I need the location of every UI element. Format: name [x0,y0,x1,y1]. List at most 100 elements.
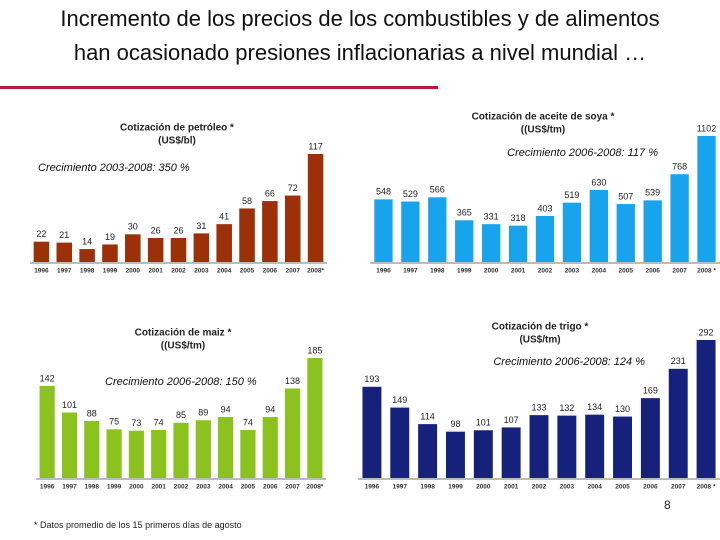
slide-title: han ocasionado presiones inflacionarias … [73,40,647,65]
value-label: 19 [105,232,115,242]
value-label: 107 [504,415,519,425]
x-tick-label: 1999 [448,484,463,491]
chart-title: Cotización de petróleo * [120,123,234,134]
bar [445,431,465,478]
chart-title: Cotización de aceite de soya * [472,112,615,123]
x-tick-label: 1998 [430,268,445,275]
bar [508,225,528,262]
bar [529,415,549,478]
value-label: 768 [672,162,687,172]
bar [173,422,189,478]
x-tick-label: 2003 [560,484,575,491]
bar [640,398,660,478]
x-tick-label: 1999 [103,268,118,275]
bar [401,201,420,262]
x-tick-label: 2001 [504,484,519,491]
x-tick-label: 1996 [376,268,391,275]
value-label: 74 [154,417,164,427]
bar [79,249,95,262]
bar [284,195,301,262]
x-tick-label: 2000 [129,484,144,491]
value-label: 185 [307,345,322,355]
value-label: 22 [36,229,46,239]
bar [616,204,635,262]
x-tick-label: 1996 [365,484,380,491]
value-label: 30 [128,222,138,232]
x-tick-label: 1998 [85,484,100,491]
bar [106,429,122,478]
bar [501,427,521,478]
value-label: 169 [643,386,658,396]
value-label: 138 [285,376,300,386]
x-tick-label: 2000 [476,484,491,491]
x-tick-label: 2006 [645,268,660,275]
chart-title: Cotización de maiz * [135,328,232,339]
x-tick-label: 2002 [174,484,189,491]
bar [668,368,688,478]
value-label: 630 [591,177,606,187]
value-label: 566 [430,185,445,195]
bar [170,238,187,262]
slide-title: Incremento de los precios de los combust… [60,6,660,31]
x-tick-label: 1999 [107,484,122,491]
bar [239,208,255,262]
x-tick-label: 2005 [615,484,630,491]
value-label: 94 [265,404,275,414]
value-label: 1102 [697,123,716,133]
x-tick-label: 2003 [196,484,211,491]
bar [643,200,662,262]
bar [84,420,100,478]
x-tick-label: 2001 [151,484,166,491]
x-tick-label: 2000 [484,268,499,275]
value-label: 89 [198,408,208,418]
x-tick-label: 2003 [565,268,580,275]
bar [696,340,716,478]
bar [670,174,689,262]
value-label: 132 [559,403,574,413]
bar [193,233,210,262]
value-label: 14 [82,236,92,246]
x-tick-label: 2006 [643,484,658,491]
bar [102,244,118,262]
bar [557,415,577,478]
x-tick-label: 1997 [57,268,72,275]
bar [125,234,141,262]
bar [262,201,278,262]
value-label: 539 [645,188,660,198]
bar [535,215,555,262]
x-tick-label: 1997 [403,268,418,275]
x-tick-label: 2008* [306,484,323,491]
bar [585,414,605,478]
bar [216,224,232,262]
value-label: 31 [196,221,206,231]
chart-subtitle: (US$/bl) [158,136,196,147]
bar [262,417,278,478]
value-label: 403 [537,203,552,213]
value-label: 114 [420,411,434,421]
value-label: 548 [376,187,391,197]
value-label: 231 [671,356,686,366]
bar [307,154,324,262]
x-tick-label: 1997 [62,484,77,491]
annotation: Crecimiento 2003-2008: 350 % [38,162,190,174]
x-tick-label: 2004 [592,268,607,275]
x-tick-label: 2002 [538,268,553,275]
x-tick-label: 2007 [672,268,687,275]
x-tick-label: 2004 [217,268,232,275]
value-label: 331 [484,212,499,222]
bar [195,420,211,478]
bar [128,430,144,478]
value-label: 58 [242,196,252,206]
x-tick-label: 2007 [285,268,300,275]
x-tick-label: 2008 * [697,268,716,275]
bar [613,416,633,478]
bar [390,407,410,478]
value-label: 142 [40,373,55,383]
value-label: 507 [618,191,633,201]
value-label: 101 [62,400,77,410]
value-label: 74 [243,417,253,427]
bar [473,430,493,478]
x-tick-label: 1999 [457,268,472,275]
